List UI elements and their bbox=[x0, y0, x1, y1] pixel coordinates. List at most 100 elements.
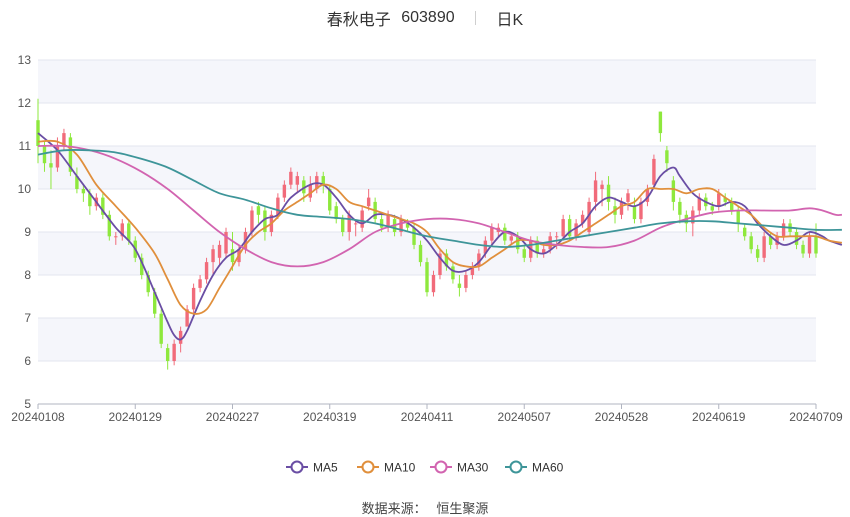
candle bbox=[652, 154, 656, 189]
moving-average-lines bbox=[37, 132, 843, 341]
x-tick-label: 20240507 bbox=[498, 410, 552, 424]
ma-line-ma10 bbox=[37, 139, 843, 315]
candle bbox=[114, 232, 118, 245]
x-tick-label: 20240709 bbox=[789, 410, 843, 424]
candle bbox=[503, 223, 507, 245]
grid-band bbox=[38, 318, 816, 361]
candle bbox=[217, 240, 222, 267]
candle bbox=[55, 137, 60, 172]
candle bbox=[68, 133, 73, 177]
chart-header: 春秋电子 603890 日K bbox=[0, 6, 850, 30]
candle bbox=[165, 343, 170, 370]
y-tick-label: 12 bbox=[18, 96, 32, 110]
x-tick-label: 20240227 bbox=[206, 410, 260, 424]
candle bbox=[658, 111, 663, 142]
candle bbox=[353, 219, 358, 237]
legend-item-ma60[interactable]: MA60 bbox=[505, 460, 564, 475]
candle bbox=[561, 214, 565, 241]
candle bbox=[140, 253, 144, 280]
x-tick-label: 20240528 bbox=[595, 410, 649, 424]
legend-marker-icon bbox=[361, 460, 375, 474]
candle bbox=[470, 262, 475, 280]
candle bbox=[535, 236, 539, 258]
candle bbox=[295, 171, 300, 194]
candle bbox=[289, 167, 293, 189]
candle bbox=[794, 227, 799, 250]
candle bbox=[185, 305, 189, 327]
x-tick-label: 20240619 bbox=[692, 410, 746, 424]
candle bbox=[626, 189, 630, 211]
candle bbox=[230, 232, 235, 271]
grid-band bbox=[38, 60, 816, 103]
candle bbox=[457, 275, 462, 297]
source-label: 数据来源： bbox=[361, 501, 427, 516]
y-tick-label: 7 bbox=[24, 311, 31, 325]
y-tick-label: 10 bbox=[18, 182, 32, 196]
candle bbox=[172, 339, 176, 366]
candle bbox=[593, 171, 598, 211]
legend-label: MA30 bbox=[457, 461, 489, 475]
legend-label: MA10 bbox=[384, 461, 416, 475]
candle bbox=[263, 206, 267, 241]
candle bbox=[567, 214, 572, 241]
candle bbox=[334, 201, 338, 224]
legend-marker-icon bbox=[509, 460, 523, 474]
candle bbox=[438, 249, 442, 280]
candle bbox=[755, 244, 760, 263]
legend-marker-icon bbox=[434, 460, 448, 474]
candle bbox=[198, 275, 202, 293]
candle bbox=[606, 176, 611, 211]
y-tick-label: 11 bbox=[19, 139, 32, 153]
candle bbox=[587, 197, 591, 237]
candle bbox=[360, 206, 364, 232]
candle bbox=[671, 176, 676, 211]
candle bbox=[801, 240, 805, 258]
candle bbox=[211, 244, 215, 275]
legend-label: MA5 bbox=[313, 461, 338, 475]
candle bbox=[639, 197, 643, 224]
candle bbox=[120, 219, 124, 241]
y-tick-label: 5 bbox=[24, 397, 31, 411]
candle bbox=[282, 180, 287, 202]
x-tick-label: 20240108 bbox=[11, 410, 65, 424]
candle bbox=[204, 257, 209, 284]
candle bbox=[49, 150, 53, 189]
legend-item-ma10[interactable]: MA10 bbox=[357, 460, 416, 475]
candle bbox=[730, 197, 734, 215]
ma-line-ma5 bbox=[37, 132, 843, 341]
candle bbox=[600, 180, 604, 207]
y-axis: 5 6 7 8 9 10 11 12 13 bbox=[18, 53, 32, 411]
candle bbox=[418, 240, 423, 267]
x-tick-label: 20240129 bbox=[109, 410, 163, 424]
ma-line-ma60 bbox=[37, 148, 842, 248]
candle bbox=[742, 223, 747, 241]
candle bbox=[256, 201, 261, 224]
candle bbox=[81, 184, 86, 202]
x-tick-label: 20240411 bbox=[401, 410, 454, 424]
candle bbox=[224, 227, 228, 258]
candle bbox=[464, 270, 468, 293]
candle bbox=[814, 223, 818, 258]
candle bbox=[191, 283, 196, 314]
legend-item-ma5[interactable]: MA5 bbox=[286, 460, 338, 475]
source-provider: 恒生聚源 bbox=[436, 501, 489, 516]
legend: MA5 MA10 MA30 MA60 bbox=[286, 460, 564, 475]
candle bbox=[678, 197, 682, 224]
candle bbox=[425, 257, 429, 297]
candle bbox=[762, 232, 766, 263]
ma-line-ma30 bbox=[37, 144, 842, 268]
period-label[interactable]: 日K bbox=[496, 12, 524, 29]
candle bbox=[749, 232, 753, 254]
legend-item-ma30[interactable]: MA30 bbox=[430, 460, 489, 475]
stock-code: 603890 bbox=[401, 9, 455, 26]
x-tick-label: 20240319 bbox=[303, 410, 357, 424]
y-tick-label: 13 bbox=[18, 53, 32, 67]
grid-band bbox=[38, 146, 816, 189]
data-source: 数据来源： 恒生聚源 bbox=[0, 498, 850, 517]
y-tick-label: 8 bbox=[24, 268, 31, 282]
candle bbox=[542, 244, 546, 258]
candle bbox=[101, 193, 105, 220]
x-axis: 20240108 20240129 20240227 20240319 20240411… bbox=[11, 403, 843, 424]
